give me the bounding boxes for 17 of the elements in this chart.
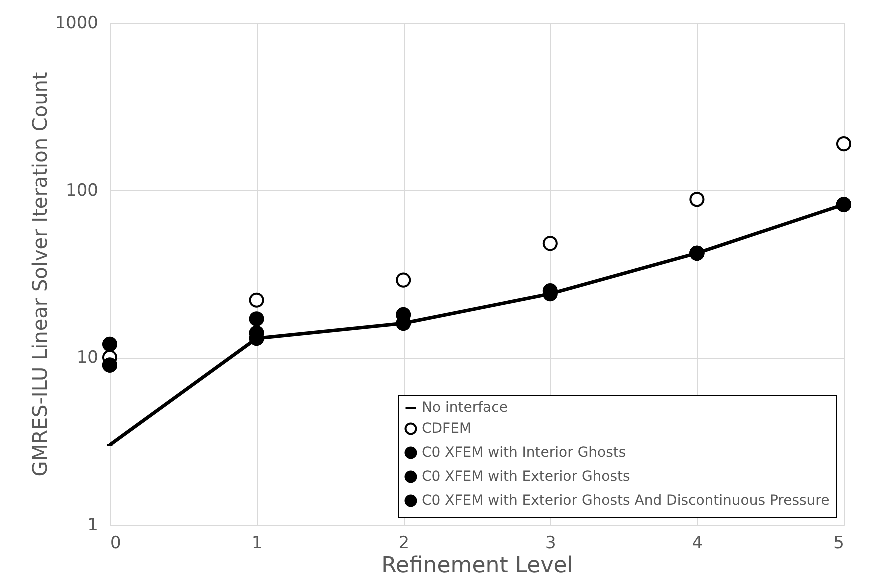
y-tick-label: 100 — [66, 180, 98, 201]
legend-label: CDFEM — [422, 421, 472, 437]
y-tick-label: 1 — [88, 516, 98, 536]
x-axis-title: Refinement Level — [382, 554, 574, 578]
legend-label: C0 XFEM with Interior Ghosts — [422, 445, 626, 461]
y-tick-label: 1000 — [55, 14, 98, 34]
x-tick-label: 1 — [252, 534, 263, 554]
y-axis-title: GMRES-ILU Linear Solver Iteration Count — [28, 72, 52, 477]
x-tick-label: 5 — [834, 534, 844, 554]
x-tick-label: 3 — [545, 534, 556, 554]
x-tick-label: 0 — [110, 534, 122, 554]
legend-label: C0 XFEM with Exterior Ghosts — [422, 469, 630, 485]
legend-label: No interface — [422, 400, 508, 416]
x-tick-label: 2 — [398, 534, 410, 554]
y-tick-label: 10 — [76, 348, 98, 368]
x-tick-label: 4 — [692, 534, 704, 554]
legend-label: C0 XFEM with Exterior Ghosts And Discontinuous Pressure — [422, 493, 830, 509]
